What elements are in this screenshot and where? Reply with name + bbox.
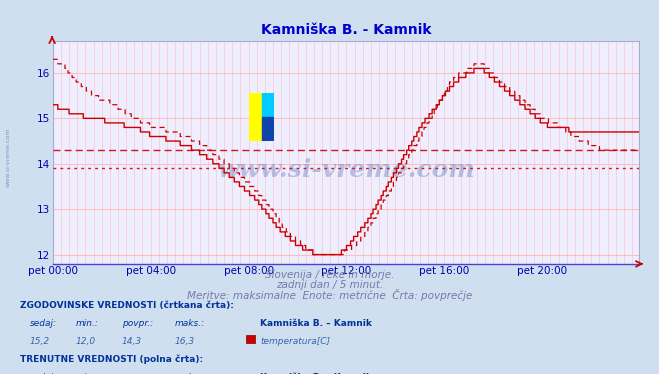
- Text: Slovenija / reke in morje.: Slovenija / reke in morje.: [265, 270, 394, 280]
- Text: 12,0: 12,0: [76, 337, 96, 346]
- Text: TRENUTNE VREDNOSTI (polna črta):: TRENUTNE VREDNOSTI (polna črta):: [20, 355, 203, 364]
- Text: Kamniška B. – Kamnik: Kamniška B. – Kamnik: [260, 373, 372, 374]
- Bar: [262, 93, 274, 117]
- Title: Kamniška B. - Kamnik: Kamniška B. - Kamnik: [261, 23, 431, 37]
- Text: zadnji dan / 5 minut.: zadnji dan / 5 minut.: [276, 280, 383, 290]
- Bar: [249, 93, 262, 141]
- Text: maks.:: maks.:: [175, 373, 205, 374]
- Text: min.:: min.:: [76, 319, 99, 328]
- Text: 14,3: 14,3: [122, 337, 142, 346]
- Text: temperatura[C]: temperatura[C]: [260, 337, 330, 346]
- Text: sedaj:: sedaj:: [30, 373, 57, 374]
- Text: ZGODOVINSKE VREDNOSTI (črtkana črta):: ZGODOVINSKE VREDNOSTI (črtkana črta):: [20, 301, 234, 310]
- Text: 15,2: 15,2: [30, 337, 50, 346]
- Text: min.:: min.:: [76, 373, 99, 374]
- Bar: [262, 117, 274, 141]
- Text: 16,3: 16,3: [175, 337, 195, 346]
- Text: www.si-vreme.com: www.si-vreme.com: [6, 127, 11, 187]
- Text: povpr.:: povpr.:: [122, 319, 153, 328]
- Text: Meritve: maksimalne  Enote: metrične  Črta: povprečje: Meritve: maksimalne Enote: metrične Črta…: [186, 289, 473, 301]
- Text: www.si-vreme.com: www.si-vreme.com: [217, 158, 475, 182]
- Text: Kamniška B. – Kamnik: Kamniška B. – Kamnik: [260, 319, 372, 328]
- Text: povpr.:: povpr.:: [122, 373, 153, 374]
- Text: sedaj:: sedaj:: [30, 319, 57, 328]
- Text: maks.:: maks.:: [175, 319, 205, 328]
